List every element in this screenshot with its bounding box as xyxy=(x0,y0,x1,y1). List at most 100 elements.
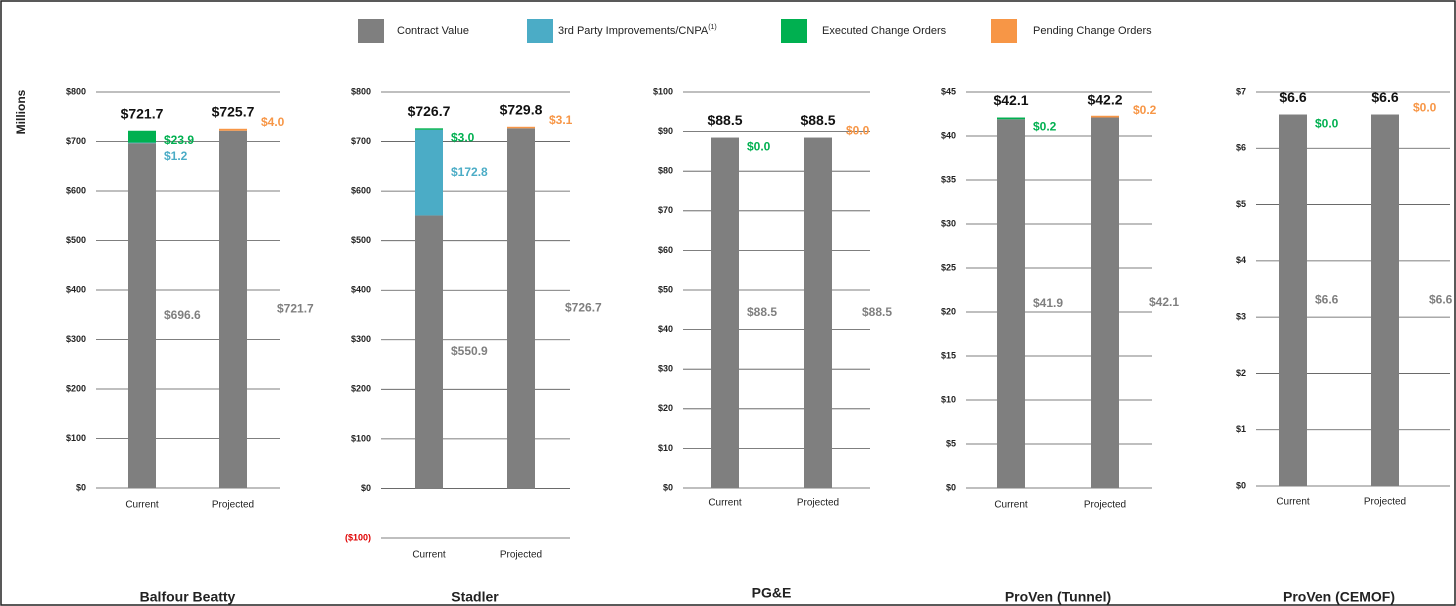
y-tick-label: $0 xyxy=(361,483,371,493)
legend: Contract Value 3rd Party Improvements/CN… xyxy=(358,19,1152,43)
x-tick-label: Projected xyxy=(1084,500,1126,511)
legend-swatch xyxy=(991,19,1017,43)
y-tick-label: $800 xyxy=(66,86,86,96)
value-label: $6.6 xyxy=(1315,292,1339,306)
total-label: $42.1 xyxy=(993,92,1028,108)
y-tick-label: $100 xyxy=(653,86,673,96)
value-label: $42.1 xyxy=(1149,295,1179,309)
bar-segment xyxy=(997,119,1025,488)
bar-segment xyxy=(415,215,443,489)
y-tick-label: $100 xyxy=(66,433,86,443)
y-tick-label: $1 xyxy=(1236,424,1246,434)
y-tick-label: $35 xyxy=(941,174,956,184)
y-tick-label: $20 xyxy=(658,403,673,413)
x-tick-label: Projected xyxy=(797,498,839,509)
y-tick-label: $40 xyxy=(658,324,673,334)
y-tick-label: $90 xyxy=(658,126,673,136)
value-label: $0.0 xyxy=(747,140,771,154)
x-tick-label: Projected xyxy=(212,500,254,511)
bar-segment xyxy=(507,128,535,489)
y-tick-label: $0 xyxy=(1236,480,1246,490)
value-label: $88.5 xyxy=(862,305,892,319)
legend-text: 3rd Party Improvements/CNPA xyxy=(558,25,709,37)
y-tick-label: $0 xyxy=(946,482,956,492)
y-tick-label: $700 xyxy=(66,136,86,146)
y-tick-label: $100 xyxy=(351,433,371,443)
x-tick-label: Projected xyxy=(1364,497,1406,508)
chart-title: PG&E xyxy=(752,585,792,601)
y-tick-label: $60 xyxy=(658,245,673,255)
chart-title: Stadler xyxy=(451,589,499,605)
bar-segment xyxy=(128,143,156,489)
y-tick-label: $5 xyxy=(946,438,956,448)
bar-segment xyxy=(1091,115,1119,118)
bar-segment xyxy=(415,128,443,130)
total-label: $729.8 xyxy=(500,101,543,117)
y-tick-label: $400 xyxy=(66,284,86,294)
value-label: $41.9 xyxy=(1033,296,1063,310)
bar-segment xyxy=(507,126,535,129)
value-label: $3.0 xyxy=(451,130,475,144)
chart-title: ProVen (CEMOF) xyxy=(1283,589,1395,605)
value-label: $23.9 xyxy=(164,133,194,147)
value-label: $3.1 xyxy=(549,113,573,127)
y-tick-label: $2 xyxy=(1236,368,1246,378)
value-label: $721.7 xyxy=(277,302,314,316)
bar-segment xyxy=(1371,114,1399,486)
bar-segment xyxy=(219,128,247,131)
total-label: $6.6 xyxy=(1371,89,1398,105)
value-label: $0.2 xyxy=(1033,120,1057,134)
x-tick-label: Current xyxy=(125,500,159,511)
bar-segment xyxy=(128,130,156,143)
value-label: $1.2 xyxy=(164,149,188,163)
y-tick-label: $7 xyxy=(1236,86,1246,96)
y-tick-label: $5 xyxy=(1236,199,1246,209)
y-tick-label: $20 xyxy=(941,306,956,316)
value-label: $6.6 xyxy=(1429,292,1453,306)
y-tick-label: $200 xyxy=(66,383,86,393)
y-tick-label: $30 xyxy=(658,364,673,374)
y-tick-label: $4 xyxy=(1236,255,1246,265)
y-tick-label: $600 xyxy=(351,185,371,195)
total-label: $725.7 xyxy=(212,103,255,119)
y-tick-label: $700 xyxy=(351,136,371,146)
legend-superscript: (1) xyxy=(708,24,717,31)
bar-segment xyxy=(711,137,739,489)
y-tick-label: $600 xyxy=(66,185,86,195)
y-tick-label: $40 xyxy=(941,130,956,140)
y-tick-label: $3 xyxy=(1236,312,1246,322)
x-tick-label: Current xyxy=(1276,497,1310,508)
y-tick-label: $10 xyxy=(941,394,956,404)
y-tick-label: $80 xyxy=(658,166,673,176)
value-label: $4.0 xyxy=(261,115,285,129)
y-tick-label: $300 xyxy=(351,334,371,344)
y-tick-label: $0 xyxy=(76,482,86,492)
y-tick-label: $800 xyxy=(351,86,371,96)
legend-swatch xyxy=(781,19,807,43)
y-tick-label: $500 xyxy=(66,235,86,245)
x-tick-label: Current xyxy=(708,498,742,509)
total-label: $721.7 xyxy=(121,105,164,121)
value-label: $0.0 xyxy=(1315,117,1339,131)
chart-title: ProVen (Tunnel) xyxy=(1005,589,1111,605)
y-tick-label: $300 xyxy=(66,334,86,344)
total-label: $42.2 xyxy=(1087,91,1122,107)
bar-segment xyxy=(804,137,832,489)
x-tick-label: Current xyxy=(994,500,1028,511)
y-tick-label: $45 xyxy=(941,86,956,96)
bar-segment xyxy=(219,130,247,489)
y-tick-label: $200 xyxy=(351,384,371,394)
value-label: $172.8 xyxy=(451,165,488,179)
y-tick-label: $50 xyxy=(658,284,673,294)
y-tick-label: $400 xyxy=(351,285,371,295)
legend-label: 3rd Party Improvements/CNPA(1) xyxy=(558,24,717,37)
y-tick-label: $6 xyxy=(1236,143,1246,153)
y-tick-label: $15 xyxy=(941,350,956,360)
bar-segment xyxy=(128,142,156,144)
value-label: $726.7 xyxy=(565,301,602,315)
total-label: $726.7 xyxy=(408,103,451,119)
value-label: $88.5 xyxy=(747,305,777,319)
value-label: $0.2 xyxy=(1133,103,1157,117)
